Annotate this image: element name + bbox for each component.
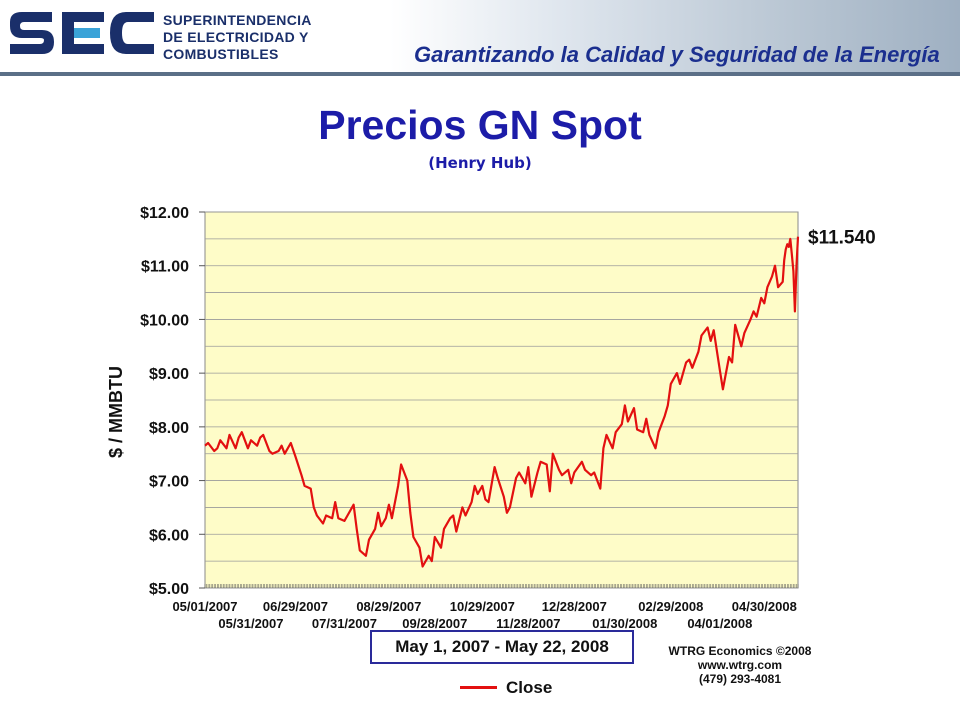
banner-divider — [0, 72, 960, 76]
credit-line-2: www.wtrg.com — [697, 658, 783, 672]
org-name: SUPERINTENDENCIA DE ELECTRICIDAD Y COMBU… — [163, 12, 312, 63]
x-tick-label: 09/28/2007 — [402, 616, 467, 631]
y-tick-label: $12.00 — [140, 205, 189, 222]
y-tick-label: $10.00 — [140, 312, 189, 329]
y-tick-label: $11.00 — [141, 259, 189, 276]
header-banner: SUPERINTENDENCIA DE ELECTRICIDAD Y COMBU… — [0, 0, 960, 76]
legend-swatch — [460, 686, 497, 689]
y-tick-label: $7.00 — [149, 474, 189, 491]
x-tick-label: 10/29/2007 — [450, 599, 515, 614]
org-name-line-1: SUPERINTENDENCIA — [163, 12, 312, 28]
x-tick-label: 05/01/2007 — [172, 599, 237, 614]
sec-logo-icon — [10, 12, 154, 54]
x-tick-label: 06/29/2007 — [263, 599, 328, 614]
page-subtitle: (Henry Hub) — [428, 154, 532, 172]
x-axis-ticks: 05/01/2007 06/29/2007 08/29/2007 10/29/2007… — [172, 599, 796, 631]
x-tick-label: 08/29/2007 — [356, 599, 421, 614]
y-tick-label: $8.00 — [149, 420, 189, 437]
org-name-line-2: DE ELECTRICIDAD Y — [163, 29, 309, 45]
banner-photo-strip — [390, 0, 960, 76]
last-value-label: $11.540 — [808, 228, 876, 249]
y-tick-label: $5.00 — [149, 581, 189, 598]
x-tick-label: 05/31/2007 — [218, 616, 283, 631]
org-name-line-3: COMBUSTIBLES — [163, 46, 279, 62]
series-line-close — [204, 236, 800, 568]
credits: WTRG Economics ©2008 www.wtrg.com (479) … — [640, 644, 840, 686]
legend-label: Close — [506, 678, 553, 697]
x-tick-label: 02/29/2008 — [638, 599, 703, 614]
x-tick-label: 04/30/2008 — [732, 599, 797, 614]
x-tick-label: 04/01/2008 — [687, 616, 752, 631]
x-tick-label: 11/28/2007 — [496, 616, 560, 631]
x-tick-label: 12/28/2007 — [542, 599, 607, 614]
slogan: Garantizando la Calidad y Seguridad de l… — [414, 42, 940, 67]
date-range-box: May 1, 2007 - May 22, 2008 — [370, 630, 634, 664]
y-tick-label: $6.00 — [149, 527, 189, 544]
x-tick-label: 01/30/2008 — [592, 616, 657, 631]
x-axis-minor-ticks — [204, 584, 799, 588]
credit-line-1: WTRG Economics ©2008 — [668, 644, 812, 658]
page-title: Precios GN Spot — [318, 102, 642, 148]
y-tick-label: $9.00 — [149, 366, 189, 383]
x-tick-label: 07/31/2007 — [312, 616, 377, 631]
credit-line-3: (479) 293-4081 — [698, 672, 782, 686]
y-axis-label: $ / MMBTU — [106, 366, 126, 458]
y-axis-ticks: $5.00 $6.00 $7.00 $8.00 $9.00 $10.00 $11.00 $12… — [140, 205, 205, 598]
